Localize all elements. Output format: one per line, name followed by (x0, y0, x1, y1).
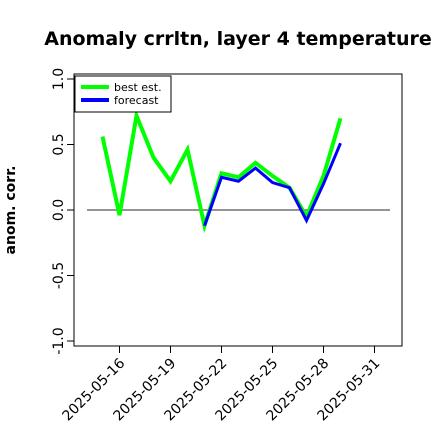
y-tick-label: 0.0 (51, 199, 67, 221)
series-group (100, 108, 343, 234)
series-line-best-est (100, 108, 343, 234)
legend-label: forecast (114, 94, 159, 107)
chart-title: Anomaly crrltn, layer 4 temperature (44, 28, 432, 50)
x-axis: 2025-05-162025-05-192025-05-222025-05-25… (59, 346, 383, 424)
y-axis: -1.0 -0.5 0.0 0.5 1.0 (51, 68, 74, 355)
y-axis-label: anom. corr. (3, 166, 19, 255)
legend-label: best est. (114, 81, 162, 94)
y-tick-label: -1.0 (51, 327, 67, 354)
series-line-forecast (203, 142, 342, 227)
legend-box (74, 75, 172, 113)
legend: best est.forecast (74, 75, 172, 113)
y-tick-label: 0.5 (51, 133, 67, 155)
y-tick-label: 1.0 (51, 68, 67, 90)
y-tick-label: -0.5 (51, 262, 67, 289)
